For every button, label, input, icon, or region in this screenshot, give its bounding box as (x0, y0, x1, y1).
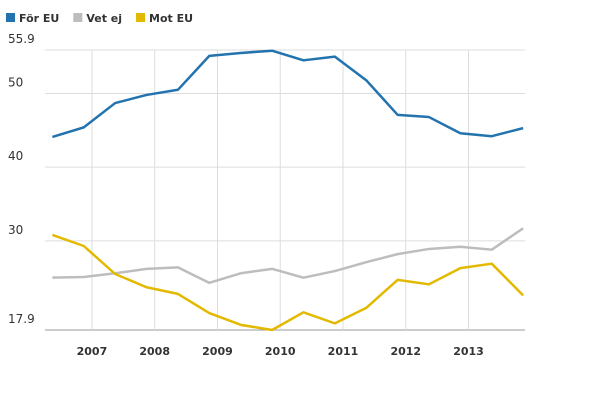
y-tick-label: 17.9 (8, 312, 35, 326)
y-tick-label: 55.9 (8, 32, 35, 46)
legend-label: För EU (19, 12, 59, 25)
legend-swatch (73, 13, 83, 22)
x-tick-label: 2007 (77, 345, 108, 358)
x-tick-label: 2011 (328, 345, 359, 358)
x-tick-label: 2010 (265, 345, 296, 358)
y-tick-label: 30 (8, 223, 23, 237)
legend-label: Vet ej (86, 12, 122, 25)
legend-label: Mot EU (149, 12, 193, 25)
line-series (52, 49, 524, 139)
x-tick-label: 2012 (390, 345, 421, 358)
x-tick-label: 2009 (202, 345, 233, 358)
x-tick-label: 2008 (139, 345, 170, 358)
line-series (51, 233, 525, 332)
y-tick-label: 40 (8, 149, 23, 163)
legend-swatch (6, 13, 15, 22)
line-series (52, 227, 524, 285)
y-tick-label: 50 (8, 75, 23, 89)
legend-swatch (136, 13, 146, 22)
x-tick-label: 2013 (453, 345, 484, 358)
